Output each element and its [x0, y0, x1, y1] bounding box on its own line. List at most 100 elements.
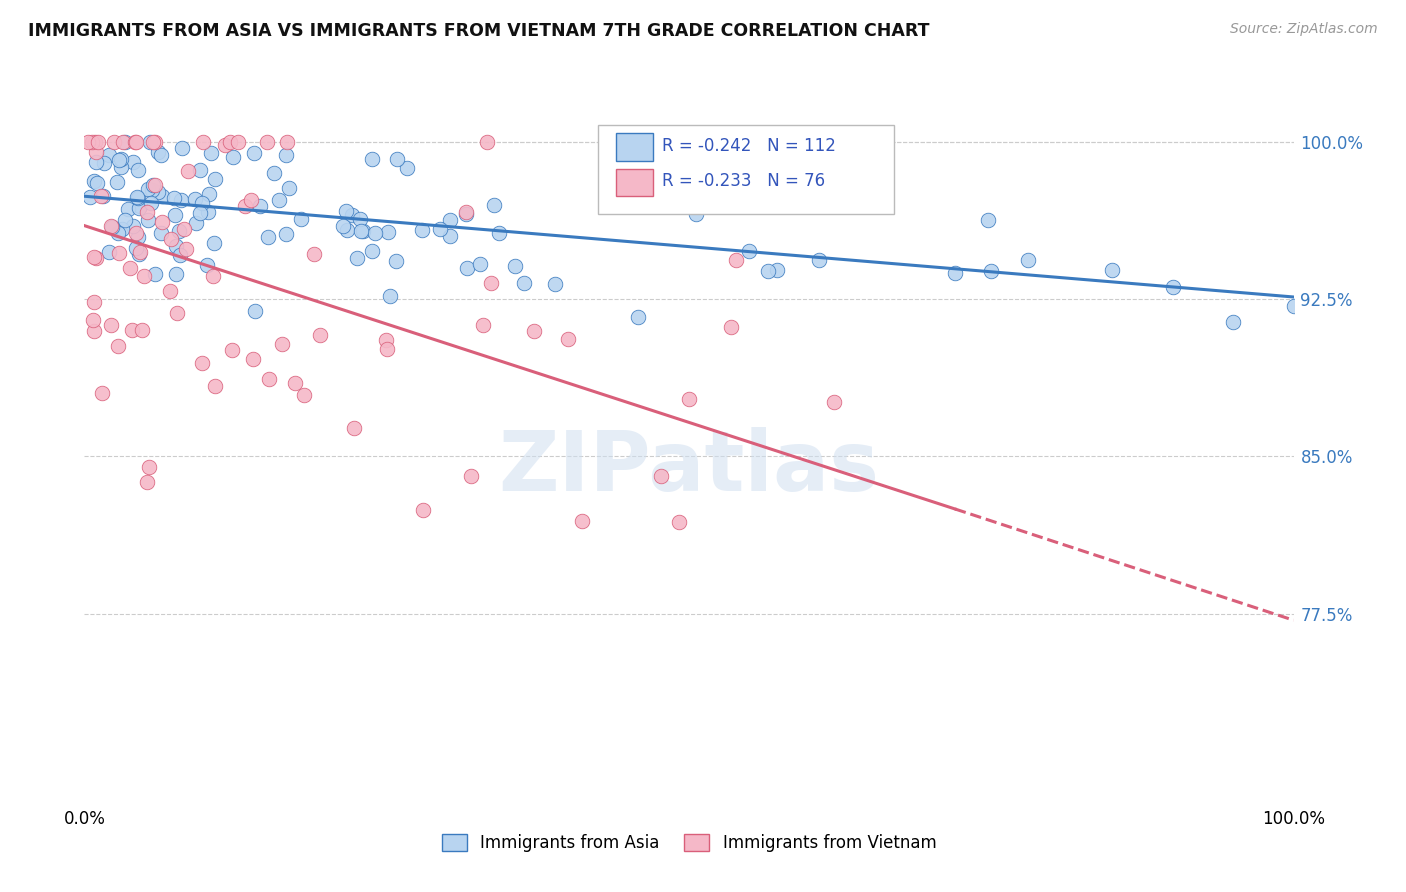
- Point: [93, 155, 115, 169]
- Point: [107, 226, 129, 240]
- Point: [100, 318, 122, 333]
- Point: [83, 295, 105, 310]
- FancyBboxPatch shape: [616, 134, 652, 161]
- Point: [86, 145, 108, 160]
- Point: [103, 135, 125, 149]
- Point: [685, 206, 707, 220]
- Point: [350, 225, 373, 239]
- Text: R = -0.233   N = 76: R = -0.233 N = 76: [662, 172, 825, 190]
- Point: [807, 253, 830, 268]
- Point: [302, 247, 325, 261]
- Point: [267, 194, 290, 208]
- Point: [177, 164, 200, 178]
- Point: [108, 153, 131, 167]
- Point: [429, 222, 451, 236]
- Point: [125, 226, 148, 240]
- Point: [90, 385, 112, 400]
- Point: [90, 188, 112, 202]
- Point: [274, 227, 297, 241]
- Point: [108, 245, 131, 260]
- Point: [336, 223, 359, 237]
- Point: [125, 241, 148, 255]
- Point: [146, 145, 169, 159]
- Point: [141, 183, 163, 197]
- Point: [470, 256, 492, 270]
- Point: [125, 190, 148, 204]
- Point: [353, 224, 375, 238]
- Point: [412, 503, 434, 517]
- Text: ZIPatlas: ZIPatlas: [499, 427, 879, 508]
- Point: [84, 154, 107, 169]
- Point: [342, 208, 364, 222]
- Point: [360, 152, 382, 166]
- Point: [184, 216, 207, 230]
- Point: [202, 268, 225, 283]
- Point: [242, 146, 264, 161]
- Point: [165, 239, 187, 253]
- Point: [146, 185, 169, 199]
- Point: [167, 224, 190, 238]
- Point: [91, 189, 114, 203]
- Point: [129, 244, 152, 259]
- Point: [278, 181, 301, 195]
- Point: [627, 310, 650, 325]
- Point: [650, 469, 672, 483]
- Legend: Immigrants from Asia, Immigrants from Vietnam: Immigrants from Asia, Immigrants from Vi…: [434, 827, 943, 859]
- Point: [488, 226, 510, 240]
- Point: [83, 324, 105, 338]
- Point: [374, 333, 396, 347]
- Point: [557, 332, 579, 346]
- Point: [513, 277, 536, 291]
- Text: IMMIGRANTS FROM ASIA VS IMMIGRANTS FROM VIETNAM 7TH GRADE CORRELATION CHART: IMMIGRANTS FROM ASIA VS IMMIGRANTS FROM …: [28, 22, 929, 40]
- Point: [292, 388, 315, 402]
- Point: [977, 213, 1000, 227]
- Point: [163, 208, 186, 222]
- Point: [233, 199, 256, 213]
- Point: [197, 204, 219, 219]
- Point: [202, 235, 225, 250]
- Text: R = -0.242   N = 112: R = -0.242 N = 112: [662, 136, 837, 154]
- Point: [184, 193, 207, 207]
- Point: [122, 219, 145, 233]
- Point: [80, 135, 103, 149]
- Point: [143, 178, 166, 192]
- Point: [439, 228, 461, 243]
- Point: [375, 342, 398, 356]
- Point: [454, 207, 477, 221]
- Point: [149, 226, 172, 240]
- Point: [460, 468, 482, 483]
- Point: [101, 220, 124, 235]
- Point: [364, 226, 387, 240]
- Point: [454, 205, 477, 219]
- Point: [284, 376, 307, 390]
- Point: [204, 172, 226, 186]
- Point: [77, 135, 100, 149]
- Point: [256, 230, 278, 244]
- Point: [131, 323, 153, 337]
- Point: [1222, 315, 1244, 329]
- Point: [980, 263, 1002, 277]
- Point: [738, 244, 761, 258]
- Point: [290, 212, 312, 227]
- Point: [87, 135, 110, 149]
- Point: [259, 371, 281, 385]
- Point: [111, 135, 134, 149]
- Point: [79, 189, 101, 203]
- Point: [239, 193, 262, 207]
- Point: [128, 202, 150, 216]
- Point: [143, 135, 166, 149]
- Point: [766, 262, 789, 277]
- Point: [136, 475, 159, 489]
- Point: [221, 343, 243, 357]
- Point: [105, 176, 128, 190]
- Point: [332, 219, 354, 233]
- Point: [544, 277, 567, 291]
- Point: [86, 176, 108, 190]
- Point: [195, 258, 218, 272]
- Point: [385, 254, 408, 268]
- Point: [1161, 280, 1184, 294]
- Point: [111, 222, 134, 236]
- Point: [411, 222, 433, 236]
- Point: [377, 225, 399, 239]
- Point: [503, 259, 526, 273]
